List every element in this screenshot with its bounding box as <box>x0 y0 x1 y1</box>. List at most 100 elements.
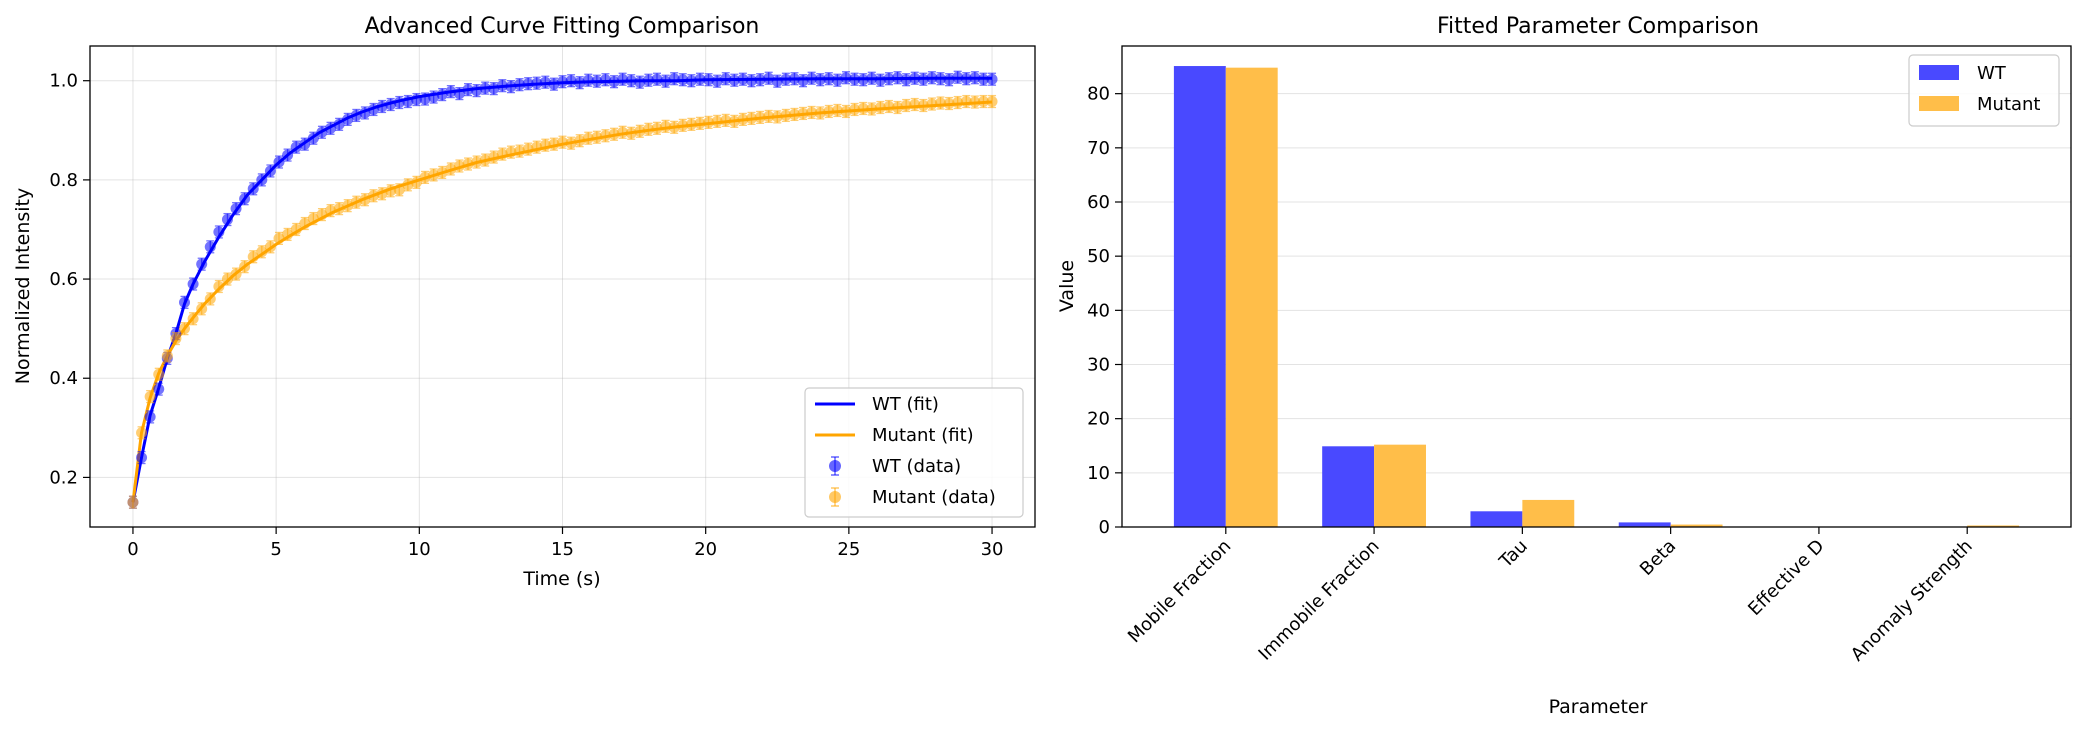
data-point-mutant <box>960 96 972 108</box>
data-point-wt <box>814 74 826 86</box>
data-point-wt <box>453 88 465 100</box>
data-point-wt <box>634 76 646 88</box>
data-point-mutant <box>539 139 551 151</box>
x-tick-label: 15 <box>551 539 574 560</box>
legend-swatch-mutant <box>1919 96 1959 111</box>
data-point-wt <box>582 74 594 86</box>
data-point-wt <box>720 73 732 85</box>
data-point-mutant <box>136 427 148 439</box>
data-points <box>127 70 998 509</box>
data-point-mutant <box>325 205 337 217</box>
data-point-wt <box>479 82 491 94</box>
data-point-wt <box>608 76 620 88</box>
legend-label: Mutant <box>1977 94 2041 115</box>
data-point-wt <box>376 100 388 112</box>
x-tick-label: 25 <box>837 539 860 560</box>
data-point-wt <box>264 165 276 177</box>
data-point-mutant <box>788 108 800 120</box>
data-point-mutant <box>393 184 405 196</box>
data-point-wt <box>986 73 998 85</box>
data-point-wt <box>136 452 148 464</box>
data-point-wt <box>788 73 800 85</box>
y-tick-label: 30 <box>1087 355 1110 376</box>
y-tick-label: 1.0 <box>49 71 78 92</box>
data-point-mutant <box>900 100 912 112</box>
data-point-wt <box>239 193 251 205</box>
legend-swatch-wt-data <box>829 456 841 476</box>
data-point-wt <box>952 71 964 83</box>
data-point-mutant <box>737 113 749 125</box>
data-point-wt <box>617 73 629 85</box>
data-point-wt <box>642 74 654 86</box>
data-point-mutant <box>247 251 259 263</box>
data-point-wt <box>737 73 749 85</box>
bar-wt <box>1618 522 1671 527</box>
data-point-wt <box>694 73 706 85</box>
y-tick-label: 60 <box>1087 192 1110 213</box>
data-point-mutant <box>179 323 190 335</box>
data-point-wt <box>325 122 337 134</box>
data-point-mutant <box>780 109 792 121</box>
data-point-wt <box>780 73 792 85</box>
data-point-mutant <box>557 136 568 148</box>
y-tick-label: 10 <box>1087 463 1110 484</box>
data-point-wt <box>350 109 362 121</box>
data-point-mutant <box>685 118 697 130</box>
data-point-mutant <box>127 496 139 508</box>
data-point-mutant <box>797 107 809 119</box>
data-point-mutant <box>453 160 465 172</box>
data-point-mutant <box>677 119 689 131</box>
data-point-wt <box>256 174 268 186</box>
data-point-mutant <box>952 97 964 109</box>
data-point-wt <box>685 75 697 87</box>
y-tick-label: 20 <box>1087 409 1110 430</box>
data-point-wt <box>969 72 981 84</box>
data-point-wt <box>831 74 843 86</box>
data-point-wt <box>806 72 818 84</box>
data-point-wt <box>368 103 379 115</box>
bar-mutant <box>1670 524 1723 527</box>
curve-fit-chart: Advanced Curve Fitting Comparison 0 5 10 15… <box>12 14 1036 590</box>
data-point-wt <box>746 75 757 87</box>
chart-title: Fitted Parameter Comparison <box>1437 14 1759 39</box>
data-point-wt <box>153 383 165 395</box>
data-point-mutant <box>376 188 388 200</box>
data-point-wt <box>565 75 577 87</box>
legend-swatch-mutant-data <box>829 487 841 507</box>
data-point-mutant <box>496 148 508 160</box>
data-point-wt <box>874 74 886 86</box>
y-ticks: 0.2 0.4 0.6 0.8 1.0 <box>49 71 90 488</box>
legend-label: WT (data) <box>872 456 961 477</box>
legend-label: WT (fit) <box>872 394 939 415</box>
data-point-mutant <box>290 223 302 235</box>
data-point-mutant <box>350 196 362 208</box>
data-point-mutant <box>548 138 560 150</box>
bars <box>1173 66 2020 528</box>
plot-frame <box>1121 45 2072 528</box>
data-point-mutant <box>574 135 586 147</box>
data-point-mutant <box>307 213 319 225</box>
data-point-wt <box>436 89 448 101</box>
data-point-wt <box>866 72 878 84</box>
data-point-wt <box>488 83 500 95</box>
data-point-wt <box>892 72 904 84</box>
data-point-wt <box>445 86 457 98</box>
data-point-wt <box>144 411 156 423</box>
data-point-mutant <box>668 121 680 133</box>
data-point-wt <box>909 72 921 84</box>
bar-mutant <box>1522 499 1575 527</box>
data-point-mutant <box>806 106 818 118</box>
data-point-wt <box>935 73 946 85</box>
data-point-mutant <box>857 102 869 114</box>
data-point-mutant <box>273 232 285 244</box>
data-point-mutant <box>522 143 534 155</box>
legend: WT (fit) Mutant (fit) WT (data) Mutant (… <box>804 387 1024 518</box>
data-point-mutant <box>565 137 577 149</box>
data-point-wt <box>410 94 422 106</box>
data-point-mutant <box>531 141 543 153</box>
data-point-mutant <box>617 126 629 138</box>
grid <box>90 46 1035 527</box>
data-point-wt <box>625 75 637 87</box>
data-point-mutant <box>479 154 491 166</box>
